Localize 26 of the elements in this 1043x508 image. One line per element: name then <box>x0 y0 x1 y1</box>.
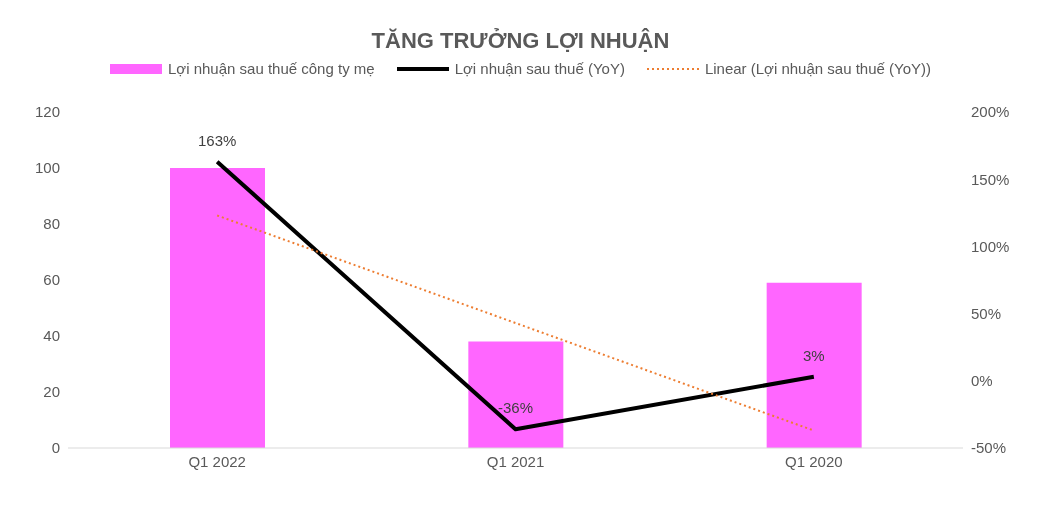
bar <box>170 168 265 448</box>
data-label: -36% <box>497 399 534 417</box>
y2-tick-label: 200% <box>971 103 1010 121</box>
y-tick-label: 100 <box>34 159 60 177</box>
legend-label: Lợi nhuận sau thuế (YoY) <box>454 60 625 77</box>
y2-tick-label: 150% <box>971 170 1010 188</box>
y-tick-label: 80 <box>43 215 60 233</box>
y2-tick-label: -50% <box>971 439 1007 457</box>
legend-label: Lợi nhuận sau thuế công ty mẹ <box>168 60 375 77</box>
data-label: 163% <box>197 131 237 149</box>
chart-title: TĂNG TRƯỞNG LỢI NHUẬN <box>370 27 671 55</box>
bar <box>766 282 862 448</box>
y-tick-label: 20 <box>43 383 60 401</box>
x-tick-label: Q1 2022 <box>188 452 246 470</box>
y-tick-label: 40 <box>43 327 60 345</box>
x-tick-label: Q1 2021 <box>486 452 545 470</box>
y2-tick-label: 0% <box>971 372 993 390</box>
y2-tick-label: 50% <box>971 304 1002 322</box>
x-tick-label: Q1 2020 <box>785 452 843 470</box>
legend-label: Linear (Lợi nhuận sau thuế (YoY)) <box>704 60 931 77</box>
data-label: 3% <box>802 346 825 364</box>
y-tick-label: 120 <box>34 103 60 121</box>
bar <box>468 341 564 448</box>
y-tick-label: 60 <box>43 271 60 289</box>
y-tick-label: 0 <box>51 439 60 457</box>
y2-tick-label: 100% <box>971 237 1010 255</box>
